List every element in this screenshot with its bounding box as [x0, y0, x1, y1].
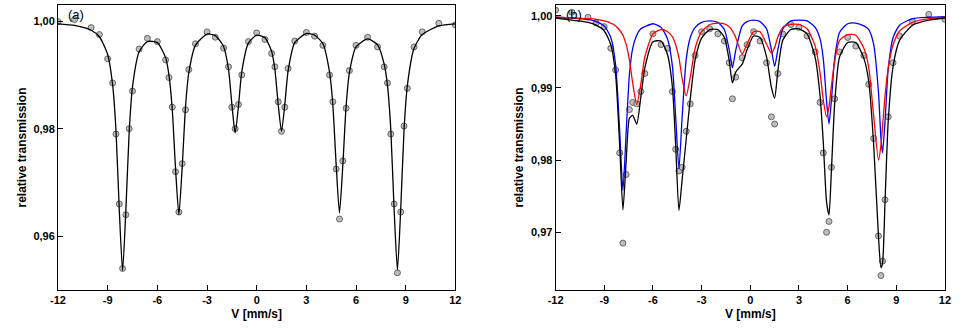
- svg-text:-12: -12: [50, 294, 66, 306]
- svg-text:12: 12: [939, 294, 951, 306]
- svg-text:-3: -3: [202, 294, 212, 306]
- svg-text:-9: -9: [599, 294, 609, 306]
- svg-text:0,98: 0,98: [33, 123, 54, 135]
- svg-text:0: 0: [747, 294, 753, 306]
- svg-text:-6: -6: [648, 294, 658, 306]
- svg-text:3: 3: [796, 294, 802, 306]
- svg-text:relative transmission: relative transmission: [512, 87, 526, 207]
- svg-text:1,00: 1,00: [531, 10, 552, 22]
- svg-text:-9: -9: [103, 294, 113, 306]
- svg-text:0,97: 0,97: [531, 226, 552, 238]
- svg-text:-6: -6: [152, 294, 162, 306]
- svg-text:6: 6: [845, 294, 851, 306]
- svg-text:9: 9: [403, 294, 409, 306]
- svg-text:(a): (a): [68, 7, 84, 22]
- svg-text:9: 9: [893, 294, 899, 306]
- svg-text:-3: -3: [697, 294, 707, 306]
- svg-text:0,99: 0,99: [531, 82, 552, 94]
- svg-text:-12: -12: [548, 294, 564, 306]
- svg-text:0: 0: [254, 294, 260, 306]
- svg-text:relative transmission: relative transmission: [15, 87, 29, 207]
- svg-text:V [mm/s]: V [mm/s]: [231, 307, 282, 321]
- svg-text:1,00: 1,00: [33, 15, 54, 27]
- svg-text:0,96: 0,96: [33, 230, 54, 242]
- svg-text:6: 6: [353, 294, 359, 306]
- svg-text:(b): (b): [566, 7, 582, 22]
- svg-text:3: 3: [303, 294, 309, 306]
- svg-text:0,98: 0,98: [531, 154, 552, 166]
- svg-text:12: 12: [449, 294, 461, 306]
- svg-text:V [mm/s]: V [mm/s]: [725, 307, 776, 321]
